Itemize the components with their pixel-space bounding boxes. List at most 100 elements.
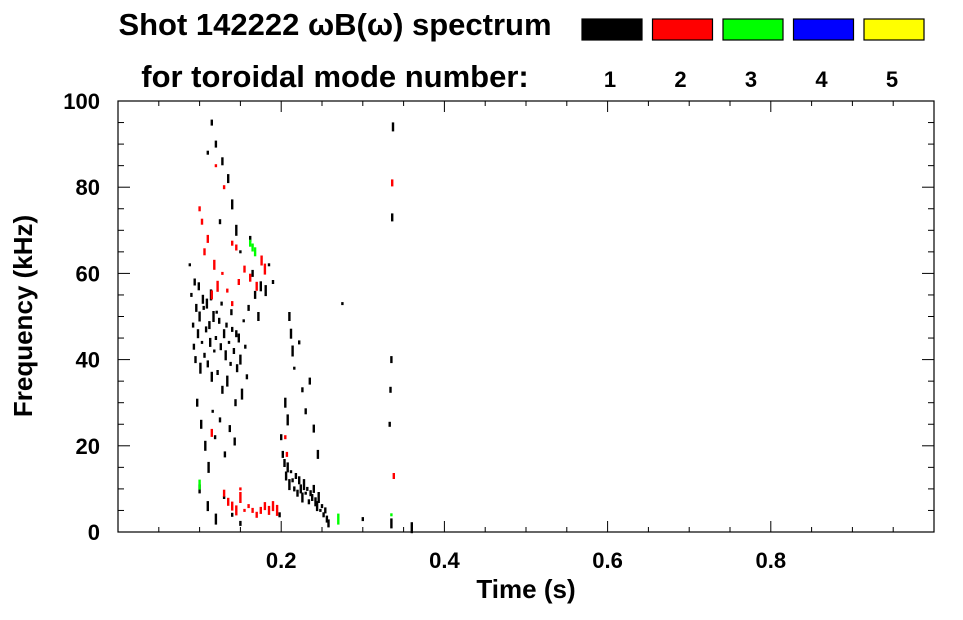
spectrum-point	[312, 424, 315, 433]
spectrum-point	[311, 494, 314, 501]
y-axis-label: Frequency (kHz)	[8, 215, 38, 417]
y-tick-label: 80	[76, 175, 100, 200]
spectrum-point	[196, 398, 199, 407]
spectrum-point	[240, 388, 244, 400]
spectrum-point	[239, 520, 242, 526]
spectrum-point	[188, 263, 191, 267]
spectrum-point	[259, 281, 262, 292]
spectrum-point	[271, 501, 275, 512]
spectrum-point	[284, 471, 288, 481]
spectrum-point	[222, 489, 226, 497]
spectrum-point	[202, 305, 205, 310]
spectrum-point	[280, 434, 283, 441]
legend-swatch-3	[722, 18, 784, 41]
spectrum-point	[389, 386, 392, 393]
spectrum-point	[267, 263, 271, 267]
spectrum-point	[320, 504, 324, 509]
spectrum-point	[218, 317, 221, 324]
spectrum-point	[216, 280, 219, 292]
spectrum-point	[249, 235, 252, 242]
spectrum-point	[337, 513, 340, 525]
spectrum-point	[204, 440, 207, 451]
spectrum-point	[215, 310, 218, 314]
spectrum-point	[242, 319, 245, 323]
spectrum-point	[221, 271, 224, 275]
spectrum-point	[214, 513, 218, 525]
spectrum-point	[220, 301, 223, 306]
spectrum-point	[271, 280, 275, 284]
x-axis-label: Time (s)	[476, 574, 575, 604]
spectrum-point	[249, 273, 252, 282]
spectrum-point	[213, 435, 217, 440]
spectrum-point	[212, 311, 215, 322]
x-tick-label: 0.8	[756, 548, 787, 573]
spectrum-point	[200, 218, 204, 225]
spectrum-point	[251, 269, 254, 277]
spectrum-point	[299, 484, 302, 494]
spectrum-point	[223, 451, 227, 458]
spectrum-point	[263, 263, 267, 275]
spectrum-point	[291, 345, 294, 357]
x-tick-label: 0.6	[592, 548, 623, 573]
spectrum-point	[278, 512, 281, 518]
spectrum-point	[308, 377, 311, 385]
y-tick-label: 40	[76, 348, 100, 373]
spectrum-point	[390, 513, 393, 517]
spectrum-point	[327, 519, 330, 528]
spectrum-point	[195, 303, 198, 312]
spectrum-point	[210, 290, 213, 300]
spectrum-point	[244, 344, 247, 349]
spectrum-point	[233, 437, 236, 446]
spectrum-point	[302, 479, 306, 491]
spectrum-point	[325, 515, 329, 523]
spectrum-point	[227, 174, 230, 184]
legend-label-2: 2	[674, 67, 686, 92]
spectrum-point	[391, 122, 395, 132]
spectrum-point	[245, 374, 249, 380]
spectrum-point	[263, 502, 267, 511]
spectrum-point	[237, 333, 240, 343]
spectrum-point	[275, 504, 279, 516]
legend-label-1: 1	[604, 67, 616, 92]
series-3	[198, 239, 393, 525]
spectrum-point	[231, 301, 234, 307]
spectrum-point	[314, 497, 317, 507]
spectrum-point	[341, 302, 344, 306]
spectrum-point	[301, 387, 304, 393]
spectrum-point	[317, 492, 320, 503]
spectrum-point	[210, 371, 213, 382]
spectrum-point	[229, 361, 232, 366]
spectrum-point	[239, 487, 242, 491]
plot-frame	[117, 100, 935, 533]
spectrum-point	[388, 421, 391, 427]
spectrum-point	[306, 486, 309, 491]
spectrum-point	[194, 356, 197, 364]
spectrum-point	[219, 343, 222, 351]
spectrum-point	[197, 282, 200, 291]
spectrum-point	[243, 508, 246, 512]
spectrum-point	[231, 326, 234, 332]
spectrum-point	[361, 517, 364, 522]
spectrum-point	[391, 213, 394, 222]
spectrum-point	[210, 428, 213, 437]
x-axis: 0.2 0.4 0.6 0.8	[158, 101, 894, 573]
spectrum-point	[257, 312, 260, 321]
spectrum-point	[193, 278, 196, 286]
spectrum-point	[214, 164, 218, 168]
spectrum-point	[304, 491, 307, 495]
spectrum-point	[410, 522, 413, 534]
spectrum-point	[228, 425, 231, 433]
spectrum-point	[206, 360, 209, 368]
y-tick-label: 100	[63, 89, 100, 114]
spectrum-point	[214, 140, 218, 148]
y-tick-label: 0	[88, 520, 100, 545]
spectrum-point	[208, 321, 211, 330]
spectrum-point	[315, 501, 319, 512]
spectrum-point	[260, 255, 263, 266]
spectrum-point	[232, 348, 236, 354]
spectrum-point	[298, 340, 301, 345]
spectrum-point	[227, 497, 230, 506]
spectrum-point	[200, 419, 203, 429]
spectrum-point	[249, 239, 252, 247]
